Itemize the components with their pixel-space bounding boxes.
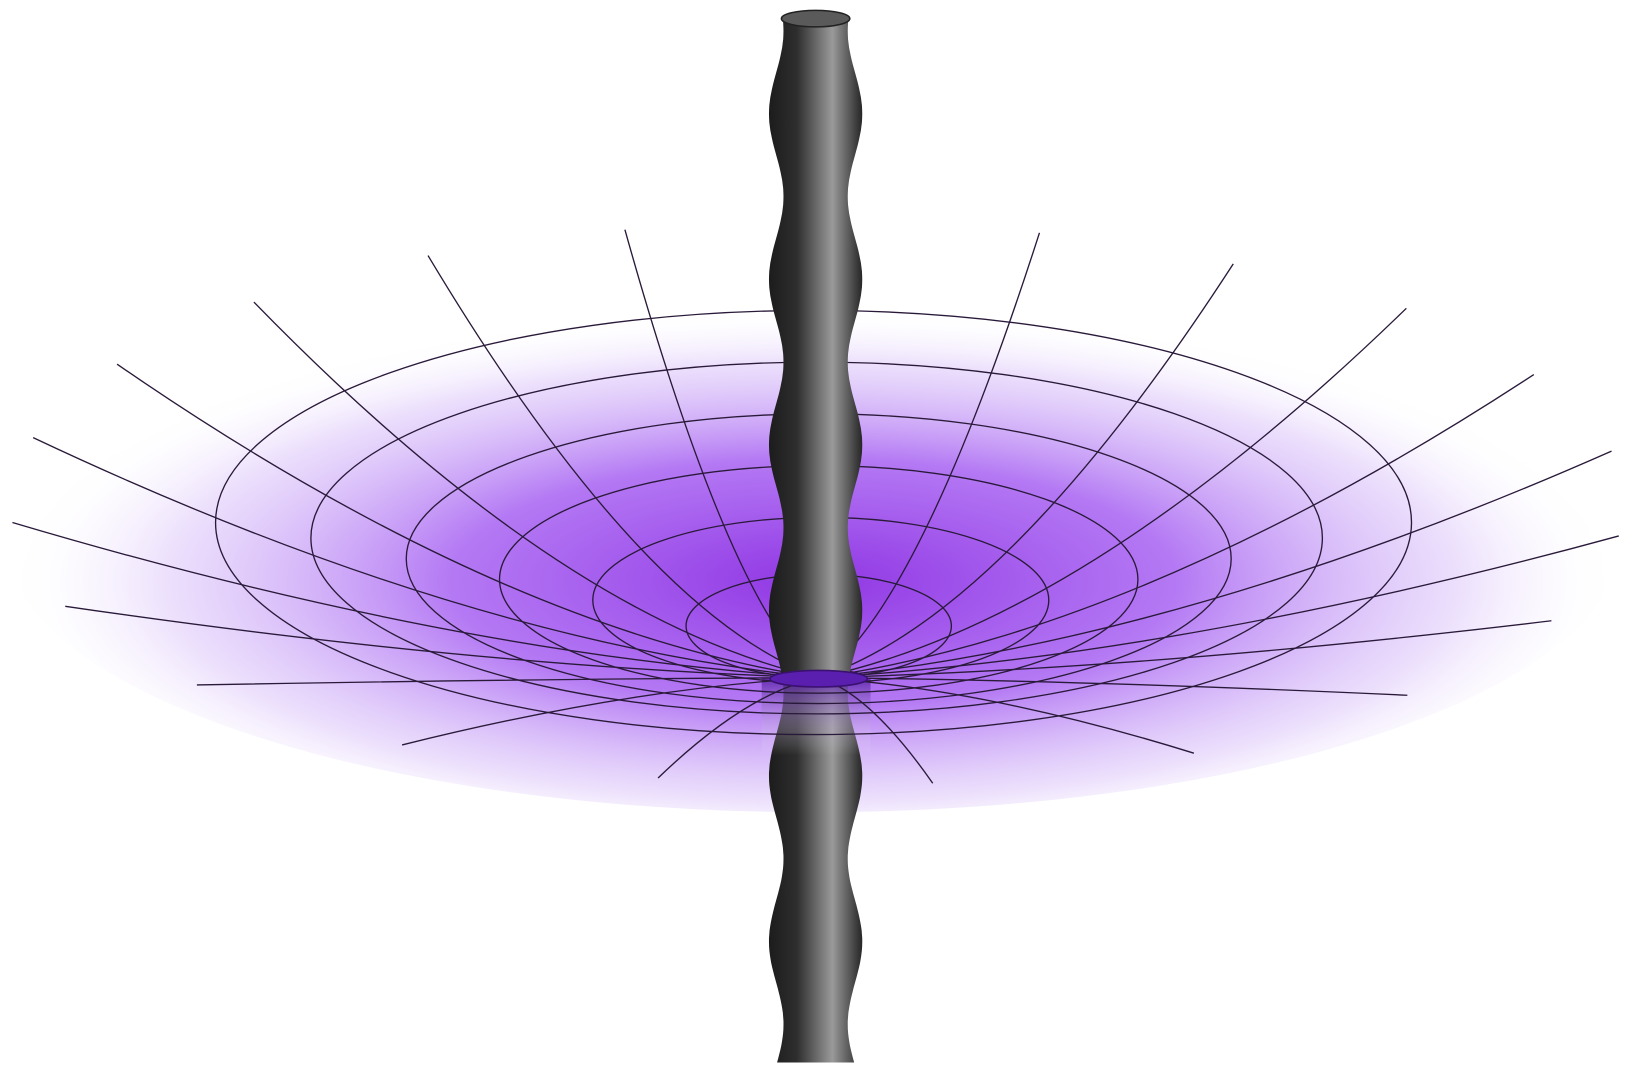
tube-body-upper <box>768 18 863 677</box>
tube-throat-ring <box>769 669 869 688</box>
grid-radial-line <box>116 363 819 679</box>
grid-radial-line <box>818 373 1535 679</box>
tube-upper <box>768 18 869 688</box>
grid-radial-line <box>818 263 1234 679</box>
grid-radial-line <box>65 605 819 679</box>
tube-lower <box>768 677 863 1063</box>
grid-radial-line <box>401 677 819 746</box>
grid-radial-line <box>253 301 819 679</box>
grid-radial-line <box>818 307 1407 679</box>
grid-radial-line <box>12 521 819 679</box>
grid-radial-line <box>818 677 1408 696</box>
grid-radial-line <box>818 620 1552 679</box>
grid-radial-line <box>818 535 1619 679</box>
grid-radial-line <box>32 437 819 679</box>
throat-shade <box>761 677 871 756</box>
grid-radial-line <box>196 677 819 686</box>
tube-top-cap <box>780 9 851 28</box>
tube-body-lower <box>768 677 863 1063</box>
grid-radial-line <box>427 255 819 679</box>
grid-radial-line <box>818 450 1612 679</box>
